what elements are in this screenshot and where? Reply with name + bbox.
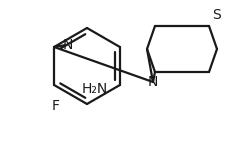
Text: S: S: [212, 8, 221, 22]
Text: N: N: [63, 38, 73, 52]
Text: N: N: [148, 75, 158, 89]
Text: H₂N: H₂N: [82, 82, 108, 96]
Text: F: F: [52, 99, 60, 113]
